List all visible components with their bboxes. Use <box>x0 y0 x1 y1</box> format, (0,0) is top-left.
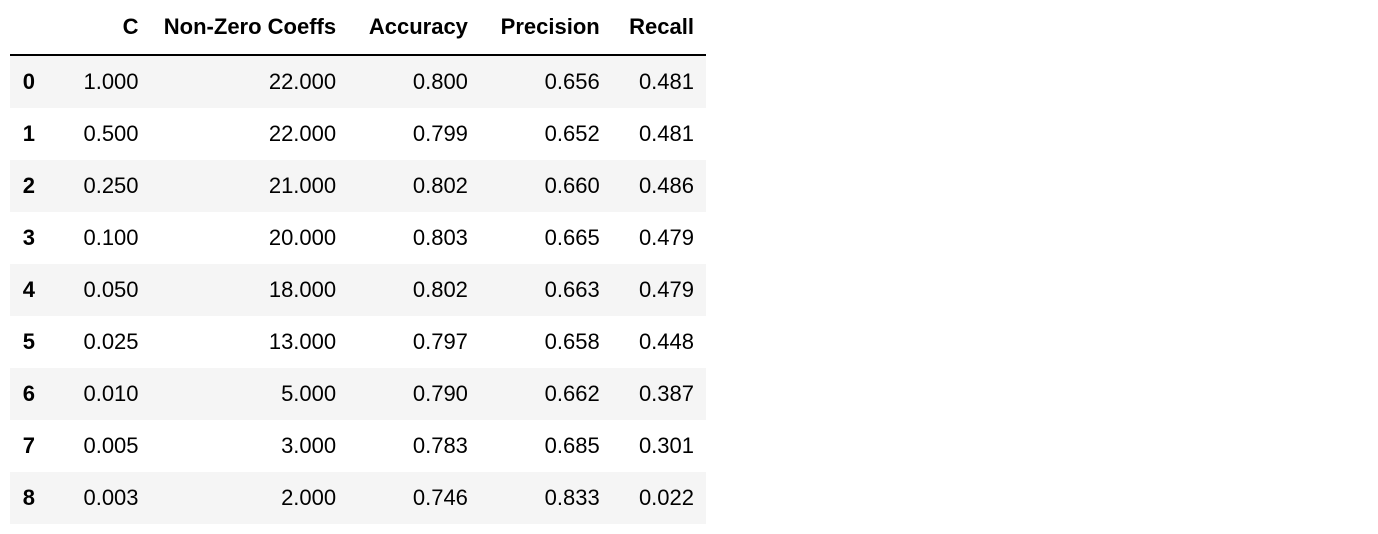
cell-recall: 0.481 <box>638 69 694 94</box>
row-index: 0 <box>22 69 36 94</box>
results-table: C Non-Zero Coeffs Accuracy Precision Rec… <box>10 0 706 524</box>
column-header-non-zero-coeffs: Non-Zero Coeffs <box>150 0 349 56</box>
row-index: 4 <box>22 277 36 302</box>
column-header-accuracy: Accuracy <box>348 0 480 56</box>
cell-precision: 0.660 <box>544 173 600 198</box>
row-index: 1 <box>22 121 36 146</box>
table-row: 5 0.025 13.000 0.797 0.658 0.448 <box>10 316 706 368</box>
cell-accuracy: 0.803 <box>412 225 468 250</box>
cell-non-zero-coeffs: 5.000 <box>281 381 337 406</box>
cell-c: 0.500 <box>83 121 139 146</box>
cell-non-zero-coeffs: 18.000 <box>268 277 337 302</box>
cell-recall: 0.479 <box>638 277 694 302</box>
cell-recall: 0.479 <box>638 225 694 250</box>
row-index: 8 <box>22 485 36 510</box>
header-row: C Non-Zero Coeffs Accuracy Precision Rec… <box>10 0 706 56</box>
cell-precision: 0.656 <box>544 69 600 94</box>
cell-accuracy: 0.783 <box>412 433 468 458</box>
cell-non-zero-coeffs: 21.000 <box>268 173 337 198</box>
cell-recall: 0.481 <box>638 121 694 146</box>
results-table-container: C Non-Zero Coeffs Accuracy Precision Rec… <box>10 0 706 524</box>
table-body: 0 1.000 22.000 0.800 0.656 0.481 1 0.500 22.000 0… <box>10 55 706 524</box>
cell-non-zero-coeffs: 22.000 <box>268 121 337 146</box>
table-row: 7 0.005 3.000 0.783 0.685 0.301 <box>10 420 706 472</box>
cell-precision: 0.663 <box>544 277 600 302</box>
column-header-recall: Recall <box>611 0 706 56</box>
cell-c: 1.000 <box>83 69 139 94</box>
cell-accuracy: 0.802 <box>412 173 468 198</box>
cell-c: 0.010 <box>83 381 139 406</box>
cell-accuracy: 0.746 <box>412 485 468 510</box>
cell-c: 0.003 <box>83 485 139 510</box>
cell-accuracy: 0.800 <box>412 69 468 94</box>
table-row: 4 0.050 18.000 0.802 0.663 0.479 <box>10 264 706 316</box>
cell-precision: 0.833 <box>544 485 600 510</box>
cell-recall: 0.301 <box>638 433 694 458</box>
cell-accuracy: 0.799 <box>412 121 468 146</box>
cell-precision: 0.685 <box>544 433 600 458</box>
row-index: 3 <box>22 225 36 250</box>
cell-recall: 0.022 <box>638 485 694 510</box>
column-header-c: C <box>47 0 151 56</box>
row-index: 7 <box>22 433 36 458</box>
index-header <box>10 0 48 56</box>
cell-non-zero-coeffs: 20.000 <box>268 225 337 250</box>
cell-precision: 0.658 <box>544 329 600 354</box>
table-header: C Non-Zero Coeffs Accuracy Precision Rec… <box>10 0 706 56</box>
cell-non-zero-coeffs: 22.000 <box>268 69 337 94</box>
cell-accuracy: 0.790 <box>412 381 468 406</box>
table-row: 0 1.000 22.000 0.800 0.656 0.481 <box>10 55 706 108</box>
table-row: 6 0.010 5.000 0.790 0.662 0.387 <box>10 368 706 420</box>
cell-recall: 0.387 <box>638 381 694 406</box>
cell-c: 0.005 <box>83 433 139 458</box>
cell-non-zero-coeffs: 3.000 <box>281 433 337 458</box>
row-index: 2 <box>22 173 36 198</box>
table-row: 8 0.003 2.000 0.746 0.833 0.022 <box>10 472 706 524</box>
table-row: 1 0.500 22.000 0.799 0.652 0.481 <box>10 108 706 160</box>
cell-c: 0.250 <box>83 173 139 198</box>
cell-c: 0.050 <box>83 277 139 302</box>
cell-c: 0.025 <box>83 329 139 354</box>
cell-accuracy: 0.797 <box>412 329 468 354</box>
cell-accuracy: 0.802 <box>412 277 468 302</box>
cell-recall: 0.448 <box>638 329 694 354</box>
table-row: 3 0.100 20.000 0.803 0.665 0.479 <box>10 212 706 264</box>
column-header-precision: Precision <box>479 0 612 56</box>
row-index: 5 <box>22 329 36 354</box>
table-row: 2 0.250 21.000 0.802 0.660 0.486 <box>10 160 706 212</box>
cell-precision: 0.662 <box>544 381 600 406</box>
cell-recall: 0.486 <box>638 173 694 198</box>
cell-non-zero-coeffs: 13.000 <box>268 329 337 354</box>
cell-non-zero-coeffs: 2.000 <box>281 485 337 510</box>
cell-precision: 0.665 <box>544 225 600 250</box>
cell-precision: 0.652 <box>544 121 600 146</box>
row-index: 6 <box>22 381 36 406</box>
cell-c: 0.100 <box>83 225 139 250</box>
